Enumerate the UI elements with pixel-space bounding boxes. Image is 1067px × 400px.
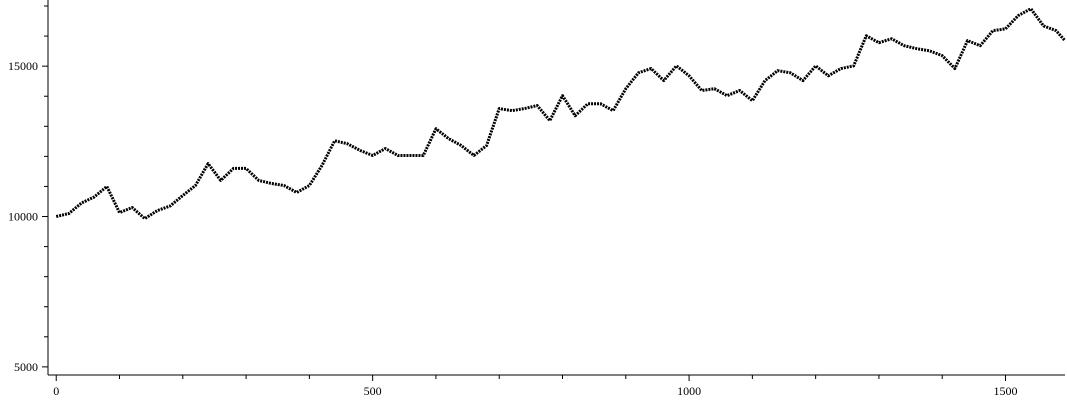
data-line: [55, 7, 1067, 221]
x-tick-label: 0: [53, 384, 59, 398]
y-tick-label: 5000: [14, 360, 38, 374]
y-tick-label: 15000: [8, 59, 38, 73]
x-tick-label: 500: [364, 384, 382, 398]
y-tick-label: 10000: [8, 210, 38, 224]
x-tick-label: 1500: [994, 384, 1018, 398]
x-tick-label: 1000: [677, 384, 701, 398]
